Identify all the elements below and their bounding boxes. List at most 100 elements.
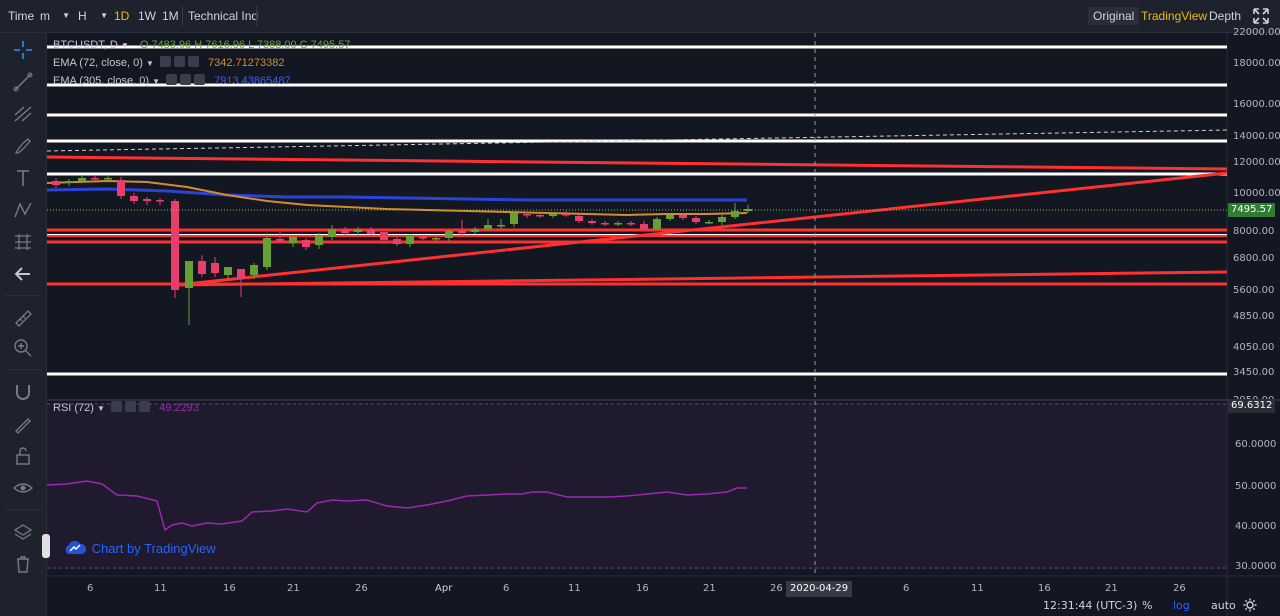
candle-body [224,267,232,275]
hour-dropdown[interactable]: H ▼ [74,7,110,25]
top-toolbar: Time m ▼ H ▼ 1D 1W 1M Technical Ind Orig… [0,0,1280,33]
price-axis-label: 4850.00 [1233,311,1275,322]
red-trendlines[interactable] [47,155,1228,287]
interval-1w-button[interactable]: 1W [138,9,156,23]
view-original-tab[interactable]: Original [1088,7,1140,25]
candle-body [731,211,739,217]
candle-body [718,217,726,222]
time-axis-label: 11 [154,583,167,594]
settings-icon[interactable] [180,74,192,85]
ema305-label: EMA (305, close, 0) [53,75,149,87]
rsi-value: 49.2293 [159,402,199,414]
time-button[interactable]: Time [8,9,35,23]
time-axis-label: Apr [435,583,453,594]
eye-icon[interactable] [12,477,34,499]
symbol-legend[interactable]: BTCUSDT, D ▼ O 7483.96 H 7616.96 L 7388.… [53,38,350,53]
candle-body [328,229,336,237]
candle-body [601,223,609,225]
ruler-icon[interactable] [12,307,34,329]
ema72-legend[interactable]: EMA (72, close, 0) ▼ 7342.71273382 [53,56,284,71]
magnet-icon[interactable] [12,381,34,403]
candle-body [640,224,648,229]
ema305-value: 7913.43865487 [214,75,291,87]
close-icon[interactable] [139,401,151,412]
chart-area[interactable]: BTCUSDT, D ▼ O 7483.96 H 7616.96 L 7388.… [47,27,1280,616]
visibility-icon[interactable] [166,74,178,85]
candle-body [523,214,531,216]
minute-dropdown[interactable]: m ▼ [36,7,72,25]
arrow-left-icon[interactable] [12,263,34,285]
settings-icon[interactable] [125,401,137,412]
trash-icon[interactable] [12,553,34,575]
candle-body [575,216,583,221]
price-axis-label: 14000.00 [1233,131,1280,142]
price-axis-label: 22000.00 [1233,27,1280,38]
time-axis-label: 21 [703,583,716,594]
gear-icon[interactable] [1243,598,1257,612]
technical-indicators-button[interactable]: Technical Ind [188,9,259,23]
price-axis-label: 18000.00 [1233,58,1280,69]
toolbar-divider [4,369,42,370]
drawing-toolbar [0,33,47,616]
candle-body [627,223,635,225]
symbol-label: BTCUSDT, D [53,39,118,51]
view-tradingview-tab[interactable]: TradingView [1141,9,1208,23]
visibility-icon[interactable] [159,56,171,67]
time-axis-label: 26 [1173,583,1186,594]
time-axis-label: 21 [287,583,300,594]
log-scale-button[interactable]: log [1173,599,1190,612]
candle-body [562,214,570,216]
interval-1m-button[interactable]: 1M [162,9,179,23]
view-depth-tab[interactable]: Depth [1209,9,1242,23]
zoom-in-icon[interactable] [12,337,34,359]
clock-timezone[interactable]: 12:31:44 (UTC-3) [1043,599,1138,612]
text-icon[interactable] [12,167,34,189]
price-axis-label: 8000.00 [1233,226,1275,237]
close-icon[interactable] [187,56,199,67]
candle-body [52,181,60,185]
candle-body [185,261,193,288]
time-axis-label: 26 [355,583,368,594]
ema72-value: 7342.71273382 [207,57,285,69]
price-axis-label: 4050.00 [1233,342,1275,353]
hour-label: H [78,9,87,23]
close-icon[interactable] [194,74,206,85]
prediction-icon[interactable] [12,231,34,253]
brush-icon[interactable] [12,135,34,157]
chevron-down-icon: ▼ [152,77,160,86]
candle-body [666,215,674,219]
settings-icon[interactable] [173,56,185,67]
candle-body [237,269,245,279]
time-axis-label: 16 [223,583,236,594]
time-axis-label: 21 [1105,583,1118,594]
crosshair-icon[interactable] [12,39,34,61]
fullscreen-icon[interactable] [1252,7,1270,25]
scroll-handle[interactable] [42,534,50,558]
draw-mode-icon[interactable] [12,413,34,435]
auto-scale-button[interactable]: auto [1211,599,1236,612]
layers-icon[interactable] [12,521,34,543]
ema305-legend[interactable]: EMA (305, close, 0) ▼ 7913.43865487 [53,74,291,89]
trend-line-icon[interactable] [12,71,34,93]
candle-body [432,238,440,240]
candle-body [65,181,73,183]
price-chart[interactable] [47,33,1280,616]
pattern-icon[interactable] [12,199,34,221]
candle-body [419,237,427,239]
percent-scale-button[interactable]: % [1142,599,1153,612]
fibonacci-icon[interactable] [12,103,34,125]
candle-body [143,199,151,201]
visibility-icon[interactable] [111,401,123,412]
candle-body [302,240,310,247]
rsi-legend[interactable]: RSI (72) ▼ 49.2293 [53,401,199,416]
candles [52,175,752,325]
tradingview-watermark[interactable]: Chart by TradingView [62,539,216,563]
toolbar-divider [4,295,42,296]
candle-body [510,213,518,224]
watermark-text: Chart by TradingView [91,541,216,556]
interval-1d-button[interactable]: 1D [114,9,130,23]
minute-label: m [40,9,50,23]
price-axis-label: 5600.00 [1233,285,1275,296]
candle-body [497,225,505,227]
lock-icon[interactable] [12,445,34,467]
